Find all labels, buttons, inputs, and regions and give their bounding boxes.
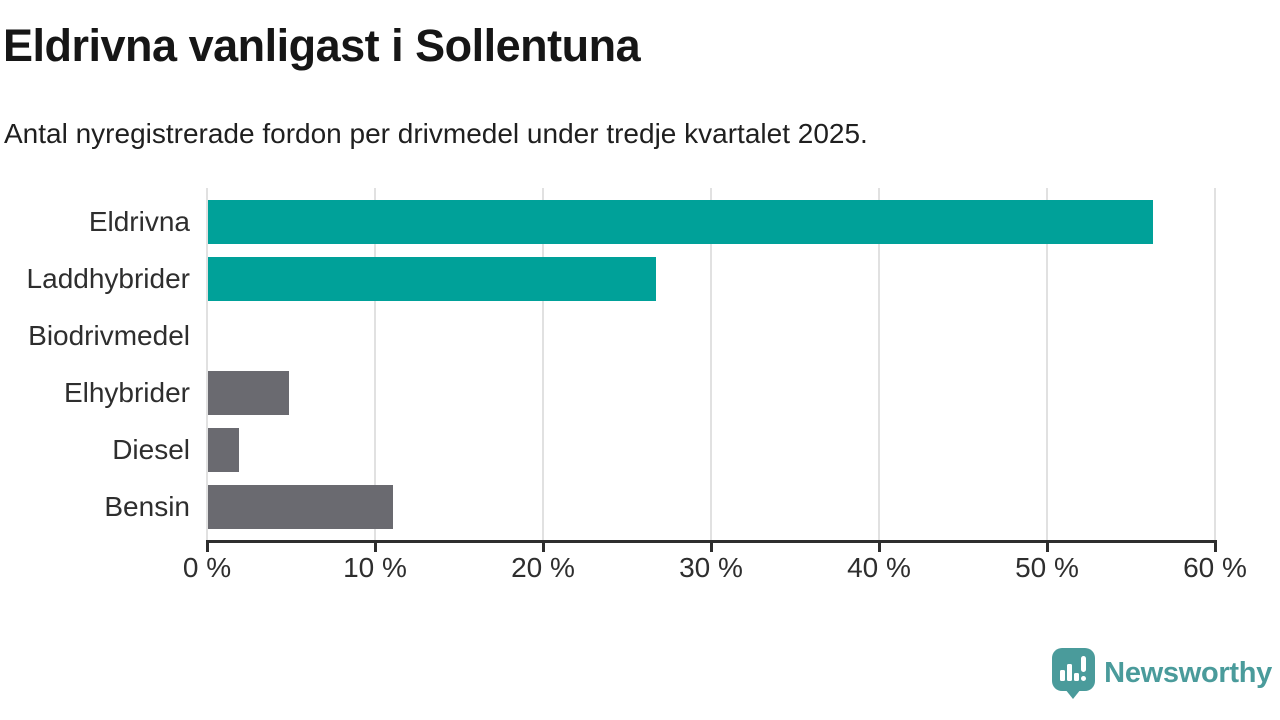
newsworthy-speech-bubble-bar-chart-icon (1052, 648, 1096, 699)
x-axis-tick (1046, 543, 1049, 552)
newsworthy-logo-text: Newsworthy (1104, 657, 1272, 689)
bar-eldrivna (208, 200, 1153, 244)
x-axis-tick (1214, 543, 1217, 552)
y-axis-label-bensin: Bensin (104, 491, 190, 522)
x-axis-tick-label: 20 % (511, 552, 575, 583)
x-axis-tick (878, 543, 881, 552)
speech-bubble-shape (1052, 648, 1096, 699)
exclamation-mark-glyph (1081, 656, 1087, 681)
mini-bar-chart-glyph (1060, 664, 1080, 681)
gridline (710, 188, 712, 540)
bar-bensin (208, 485, 394, 529)
y-axis-label-biodrivmedel: Biodrivmedel (28, 320, 190, 351)
y-axis-label-laddhybrider: Laddhybrider (26, 263, 190, 294)
x-axis-tick (542, 543, 545, 552)
gridline (374, 188, 376, 540)
newsworthy-logo: Newsworthy (1052, 648, 1272, 699)
x-axis-tick-label: 60 % (1183, 552, 1247, 583)
x-axis-tick-label: 40 % (847, 552, 911, 583)
x-axis-tick-label: 0 % (182, 552, 232, 583)
y-axis-label-elhybrider: Elhybrider (63, 377, 190, 408)
x-axis-tick-label: 30 % (679, 552, 743, 583)
x-axis-tick (374, 543, 377, 552)
x-axis-line (206, 540, 1217, 543)
gridline (206, 188, 208, 540)
x-axis-tick (206, 543, 209, 552)
bar-diesel (208, 428, 239, 472)
y-axis-label-diesel: Diesel (112, 434, 190, 465)
gridline (878, 188, 880, 540)
x-axis-tick-label: 50 % (1015, 552, 1079, 583)
x-axis-tick (710, 543, 713, 552)
chart-subtitle: Antal nyregistrerade fordon per drivmede… (4, 118, 868, 149)
gridline (1046, 188, 1048, 540)
y-axis-label-eldrivna: Eldrivna (88, 206, 190, 237)
bar-elhybrider (208, 371, 290, 415)
gridline (1214, 188, 1216, 540)
gridline (542, 188, 544, 540)
chart-title: Eldrivna vanligast i Sollentuna (3, 20, 641, 71)
bar-laddhybrider (208, 257, 656, 301)
x-axis-tick-label: 10 % (343, 552, 407, 583)
